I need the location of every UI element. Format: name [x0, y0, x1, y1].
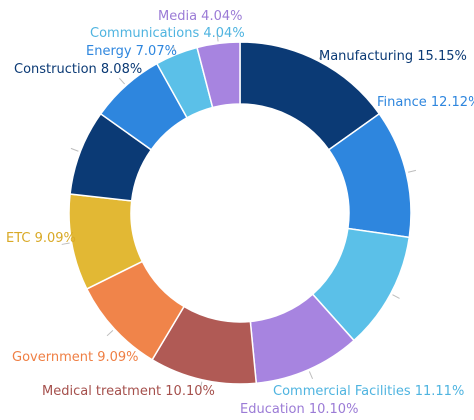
leader-line-energy [118, 77, 126, 85]
label-etc: ETC 9.09% [6, 231, 76, 246]
label-energy: Energy 7.07% [86, 44, 177, 59]
label-media: Media 4.04% [158, 9, 242, 24]
label-government: Government 9.09% [12, 350, 139, 365]
leader-line-media [216, 33, 219, 42]
label-construction: Construction 8.08% [14, 62, 142, 77]
leader-line-communications [172, 44, 177, 53]
label-communications: Communications 4.04% [90, 26, 245, 41]
leader-line-commercial-facilities [392, 294, 400, 299]
label-education: Education 10.10% [240, 402, 358, 417]
leader-line-manufacturing [318, 51, 324, 60]
label-commercial-facilities: Commercial Facilities 11.11% [273, 384, 464, 399]
leader-line-government [106, 330, 114, 337]
leader-line-construction [70, 147, 79, 152]
label-finance: Finance 12.12% [377, 95, 474, 110]
label-medical-treatment: Medical treatment 10.10% [42, 384, 215, 399]
donut-slices [68, 41, 412, 385]
slice-media [196, 41, 241, 109]
label-manufacturing: Manufacturing 15.15% [319, 49, 467, 64]
slice-labels: Manufacturing 15.15% Finance 12.12% Commer… [6, 9, 474, 417]
leader-line-medical-treatment [199, 381, 203, 390]
leader-line-education [308, 371, 314, 380]
leader-line-etc [61, 242, 70, 245]
leader-line-finance [408, 169, 417, 173]
leader-lines [61, 33, 417, 390]
